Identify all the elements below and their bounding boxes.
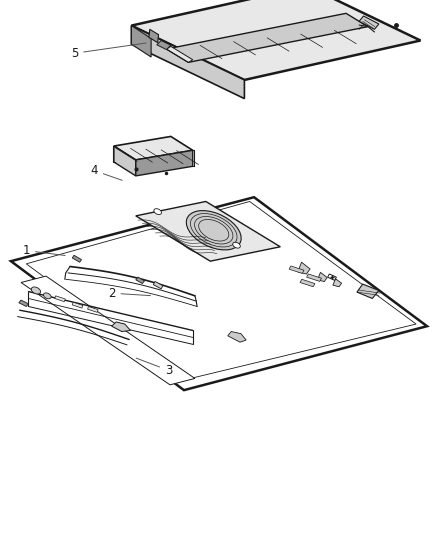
Polygon shape <box>289 266 304 273</box>
Polygon shape <box>166 13 368 62</box>
Polygon shape <box>166 46 193 62</box>
Polygon shape <box>112 322 131 332</box>
Polygon shape <box>328 274 336 280</box>
Polygon shape <box>131 26 151 57</box>
Polygon shape <box>359 16 379 29</box>
Ellipse shape <box>31 287 41 294</box>
Polygon shape <box>19 300 28 306</box>
Polygon shape <box>300 279 315 287</box>
Polygon shape <box>114 136 193 160</box>
Polygon shape <box>55 296 65 302</box>
Polygon shape <box>21 276 195 385</box>
Polygon shape <box>153 281 163 289</box>
Polygon shape <box>318 272 327 281</box>
Polygon shape <box>357 284 379 298</box>
Polygon shape <box>228 332 246 342</box>
Ellipse shape <box>186 211 241 250</box>
Polygon shape <box>136 201 280 261</box>
Polygon shape <box>298 262 310 274</box>
Ellipse shape <box>233 242 240 248</box>
Text: 5: 5 <box>71 43 146 60</box>
Ellipse shape <box>43 293 51 299</box>
Text: 2: 2 <box>108 287 151 300</box>
Polygon shape <box>72 255 81 262</box>
Polygon shape <box>149 29 159 43</box>
Polygon shape <box>131 0 420 80</box>
Polygon shape <box>136 150 193 176</box>
Polygon shape <box>333 279 342 287</box>
Polygon shape <box>131 26 244 99</box>
Text: 3: 3 <box>136 358 172 377</box>
Polygon shape <box>114 146 136 176</box>
Polygon shape <box>157 41 171 50</box>
Ellipse shape <box>154 208 162 215</box>
Text: 1: 1 <box>22 244 65 257</box>
Polygon shape <box>88 306 98 312</box>
Polygon shape <box>72 302 83 308</box>
Polygon shape <box>307 274 321 281</box>
Polygon shape <box>11 197 427 390</box>
Polygon shape <box>136 277 145 284</box>
Text: 4: 4 <box>90 164 122 180</box>
